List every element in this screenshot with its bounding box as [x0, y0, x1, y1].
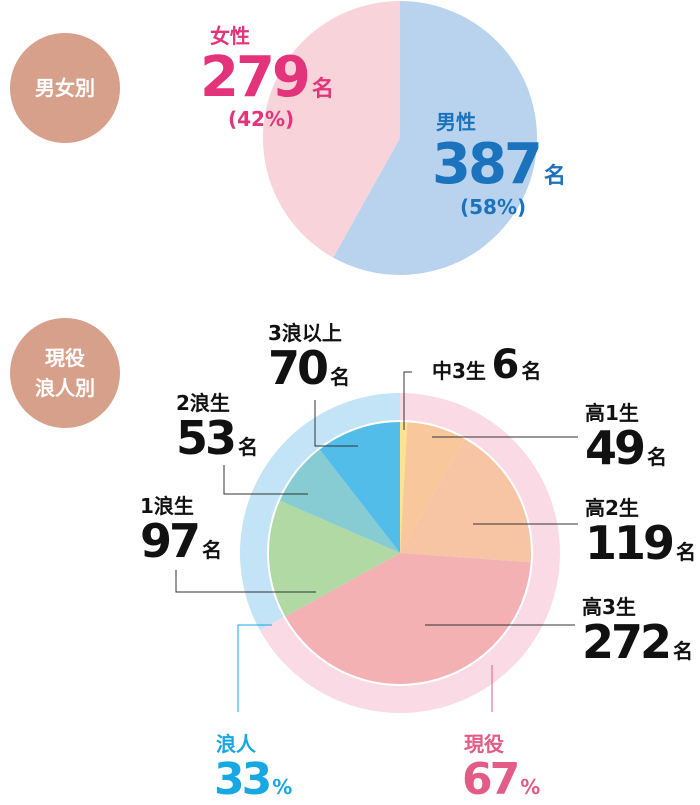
ronin-ring-title: 浪人: [216, 732, 256, 756]
gender-badge-label: 男女別: [35, 76, 95, 100]
inner-slice-3: [285, 553, 531, 685]
leader-ronin1: [175, 570, 316, 593]
female-title: 女性: [210, 24, 250, 48]
inner-slice-1: [400, 422, 465, 553]
inner-slice-2: [400, 439, 531, 563]
label-ronin2: 2浪生 53 名: [176, 392, 258, 462]
male-unit: 名: [543, 164, 566, 189]
genneki-ring-percent-sign: %: [520, 775, 541, 799]
ronin3-unit: 名: [330, 365, 351, 389]
female-unit: 名: [311, 77, 334, 102]
genneki-ring-title: 現役: [464, 732, 504, 756]
ko1-unit: 名: [647, 445, 668, 469]
status-badge-line2: 浪人別: [35, 376, 95, 400]
leader-ronin3: [314, 400, 358, 447]
inner-slice-5: [279, 449, 400, 553]
gender-slice-1: [263, 1, 400, 258]
ko1-count: 49: [585, 421, 646, 475]
gender-badge: 男女別: [10, 33, 120, 143]
ko2-count: 119: [585, 516, 675, 570]
genneki-ring-label: 現役 67%: [462, 728, 540, 803]
leader-chu3: [403, 371, 412, 430]
ko3-count: 272: [582, 615, 672, 669]
chu3-count: 6: [491, 342, 520, 388]
genneki-ring-percent: 67: [462, 754, 520, 805]
ronin2-unit: 名: [238, 435, 259, 459]
leader-ronin-ring: [237, 624, 272, 712]
ko2-unit: 名: [676, 540, 697, 564]
ronin3-count: 70: [268, 341, 329, 395]
ronin-ring-label: 浪人 33%: [214, 728, 292, 803]
label-ko1: 高1生 49 名: [585, 402, 667, 472]
female-count: 279: [200, 45, 311, 110]
ko1-title: 高1生: [585, 401, 639, 425]
inner-slice-4: [268, 500, 400, 617]
ko3-unit: 名: [673, 639, 694, 663]
ronin1-count: 97: [140, 514, 201, 568]
ko3-title: 高3生: [582, 595, 636, 619]
ko2-title: 高2生: [585, 496, 639, 520]
label-ronin1: 1浪生 97 名: [140, 495, 222, 565]
gender-pie: [263, 1, 537, 275]
gender-slice-0: [333, 1, 537, 275]
male-label: 男性 387 名 (58%): [432, 106, 592, 219]
leader-lines: [175, 371, 578, 712]
female-label: 女性 279 名 (42%): [200, 20, 350, 131]
label-ko3: 高3生 272 名: [582, 596, 693, 666]
inner-slice-0: [400, 422, 408, 553]
status-badge-line1: 現役: [45, 346, 85, 370]
ronin1-title: 1浪生: [140, 494, 194, 518]
inner-slice-6: [319, 422, 400, 553]
leader-ronin2: [223, 465, 308, 495]
status-inner-pie: [268, 422, 531, 685]
ronin-ring-percent-sign: %: [272, 775, 293, 799]
chu3-unit: 名: [521, 359, 542, 383]
label-ko2: 高2生 119 名: [585, 497, 696, 567]
chu3-title: 中3生: [432, 359, 486, 383]
ronin2-count: 53: [176, 411, 237, 465]
male-count: 387: [432, 132, 543, 197]
ronin-ring-percent: 33: [214, 754, 272, 805]
male-title: 男性: [436, 110, 476, 134]
status-badge: 現役 浪人別: [10, 318, 120, 428]
ronin3-title: 3浪以上: [268, 321, 342, 345]
ronin1-unit: 名: [202, 538, 223, 562]
label-ronin3: 3浪以上 70 名: [268, 322, 350, 392]
ronin2-title: 2浪生: [176, 391, 230, 415]
female-percent: (42%): [228, 107, 295, 131]
male-percent: (58%): [460, 195, 527, 219]
